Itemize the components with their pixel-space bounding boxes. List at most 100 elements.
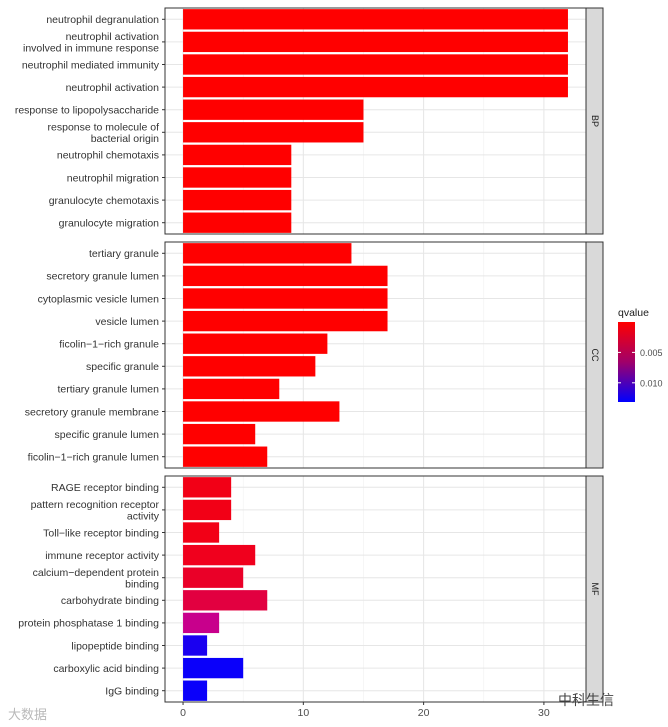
category-label: response to molecule of bacterial origin xyxy=(48,121,160,145)
category-label: granulocyte chemotaxis xyxy=(49,195,159,207)
category-label-line: neutrophil migration xyxy=(67,172,159,184)
category-label: RAGE receptor binding xyxy=(51,482,159,494)
category-label-line: binding xyxy=(125,578,159,590)
category-label-line: ficolin−1−rich granule xyxy=(59,339,159,351)
category-label-line: RAGE receptor binding xyxy=(51,482,159,494)
bar xyxy=(183,122,364,143)
category-label-line: involved in immune response xyxy=(23,42,159,54)
category-label-line: pattern recognition receptor xyxy=(31,499,160,511)
category-label: pattern recognition receptor activity xyxy=(31,499,160,523)
bar xyxy=(183,657,244,679)
category-label: secretory granule lumen xyxy=(46,271,159,283)
category-label: ficolin−1−rich granule xyxy=(59,339,159,351)
bar xyxy=(183,31,568,53)
bar xyxy=(183,567,244,588)
bar xyxy=(183,144,292,166)
category-label: granulocyte migration xyxy=(59,218,160,230)
bar xyxy=(183,477,232,498)
category-label-line: IgG binding xyxy=(105,686,159,698)
category-label: neutrophil degranulation xyxy=(46,14,159,26)
category-label-line: lipopeptide binding xyxy=(71,640,159,652)
x-tick-label: 30 xyxy=(538,707,550,719)
facet-strip xyxy=(585,241,604,469)
bar xyxy=(183,212,292,233)
category-label-line: granulocyte migration xyxy=(59,218,160,230)
category-label: calcium−dependent protein binding xyxy=(33,567,160,591)
x-tick-label: 0 xyxy=(180,707,186,719)
bar xyxy=(183,680,208,701)
category-label-line: carbohydrate binding xyxy=(61,595,159,607)
category-label: vesicle lumen xyxy=(95,316,159,328)
watermark-left: 大数据 xyxy=(8,708,48,723)
category-label: secretory granule membrane xyxy=(25,406,159,418)
bar xyxy=(183,356,316,377)
bar xyxy=(183,310,388,332)
category-label-line: carboxylic acid binding xyxy=(53,663,159,675)
bar xyxy=(183,446,268,467)
category-label: specific granule xyxy=(86,361,159,373)
facet-strip-label: CC xyxy=(590,349,600,362)
bar xyxy=(183,635,208,656)
category-label: IgG binding xyxy=(105,686,159,698)
category-label-line: calcium−dependent protein xyxy=(33,567,160,579)
legend-colorbar xyxy=(618,322,635,402)
category-label-line: immune receptor activity xyxy=(45,550,160,562)
category-label-line: response to lipopolysaccharide xyxy=(15,105,159,117)
category-label-line: ficolin−1−rich granule lumen xyxy=(28,452,159,464)
category-label: neutrophil activation xyxy=(66,82,160,94)
facet-strip-label: BP xyxy=(590,115,600,127)
category-label: cytoplasmic vesicle lumen xyxy=(38,293,160,305)
bar xyxy=(183,423,256,445)
bar xyxy=(183,544,256,566)
category-label-line: Toll−like receptor binding xyxy=(43,527,159,539)
bar xyxy=(183,99,364,120)
bar xyxy=(183,612,220,634)
category-label: specific granule lumen xyxy=(55,429,160,441)
category-label-line: response to molecule of xyxy=(48,121,160,133)
category-label-line: neutrophil mediated immunity xyxy=(22,59,160,71)
category-label: ficolin−1−rich granule lumen xyxy=(28,452,159,464)
category-label-line: bacterial origin xyxy=(91,133,159,145)
watermark-right: 中科生信 xyxy=(558,693,614,709)
bar xyxy=(183,499,232,521)
bar xyxy=(183,401,340,422)
facet-strip xyxy=(585,475,604,703)
category-label: Toll−like receptor binding xyxy=(43,527,159,539)
category-label-line: activity xyxy=(127,510,160,522)
category-label-line: protein phosphatase 1 binding xyxy=(18,618,159,630)
category-label: carboxylic acid binding xyxy=(53,663,159,675)
legend-tick-label: 0.010 xyxy=(640,378,663,388)
category-label: neutrophil activation involved in immune … xyxy=(23,31,159,55)
category-label: neutrophil chemotaxis xyxy=(57,150,159,162)
bar xyxy=(183,54,568,75)
category-label: tertiary granule xyxy=(89,248,159,260)
bar xyxy=(183,243,352,264)
category-label-line: vesicle lumen xyxy=(95,316,159,328)
bar xyxy=(183,265,388,287)
facet-strip xyxy=(585,7,604,235)
category-label-line: neutrophil chemotaxis xyxy=(57,150,159,162)
category-label-line: neutrophil activation xyxy=(66,82,160,94)
bar xyxy=(183,76,568,98)
category-label-line: cytoplasmic vesicle lumen xyxy=(38,293,160,305)
category-label-line: specific granule xyxy=(86,361,159,373)
category-label-line: granulocyte chemotaxis xyxy=(49,195,159,207)
category-label: immune receptor activity xyxy=(45,550,160,562)
category-label-line: secretory granule lumen xyxy=(46,271,159,283)
legend-tick-label: 0.005 xyxy=(640,348,663,358)
bar xyxy=(183,378,280,400)
category-label: tertiary granule lumen xyxy=(57,384,159,396)
category-label: neutrophil migration xyxy=(67,172,159,184)
bar xyxy=(183,288,388,309)
legend-title: qvalue xyxy=(618,307,649,319)
bar xyxy=(183,590,268,611)
category-label: response to lipopolysaccharide xyxy=(15,105,159,117)
x-tick-label: 20 xyxy=(418,707,430,719)
category-label: protein phosphatase 1 binding xyxy=(18,618,159,630)
bar xyxy=(183,522,220,543)
category-label-line: neutrophil degranulation xyxy=(46,14,159,26)
category-label-line: specific granule lumen xyxy=(55,429,160,441)
bar xyxy=(183,189,292,211)
bar xyxy=(183,9,568,30)
